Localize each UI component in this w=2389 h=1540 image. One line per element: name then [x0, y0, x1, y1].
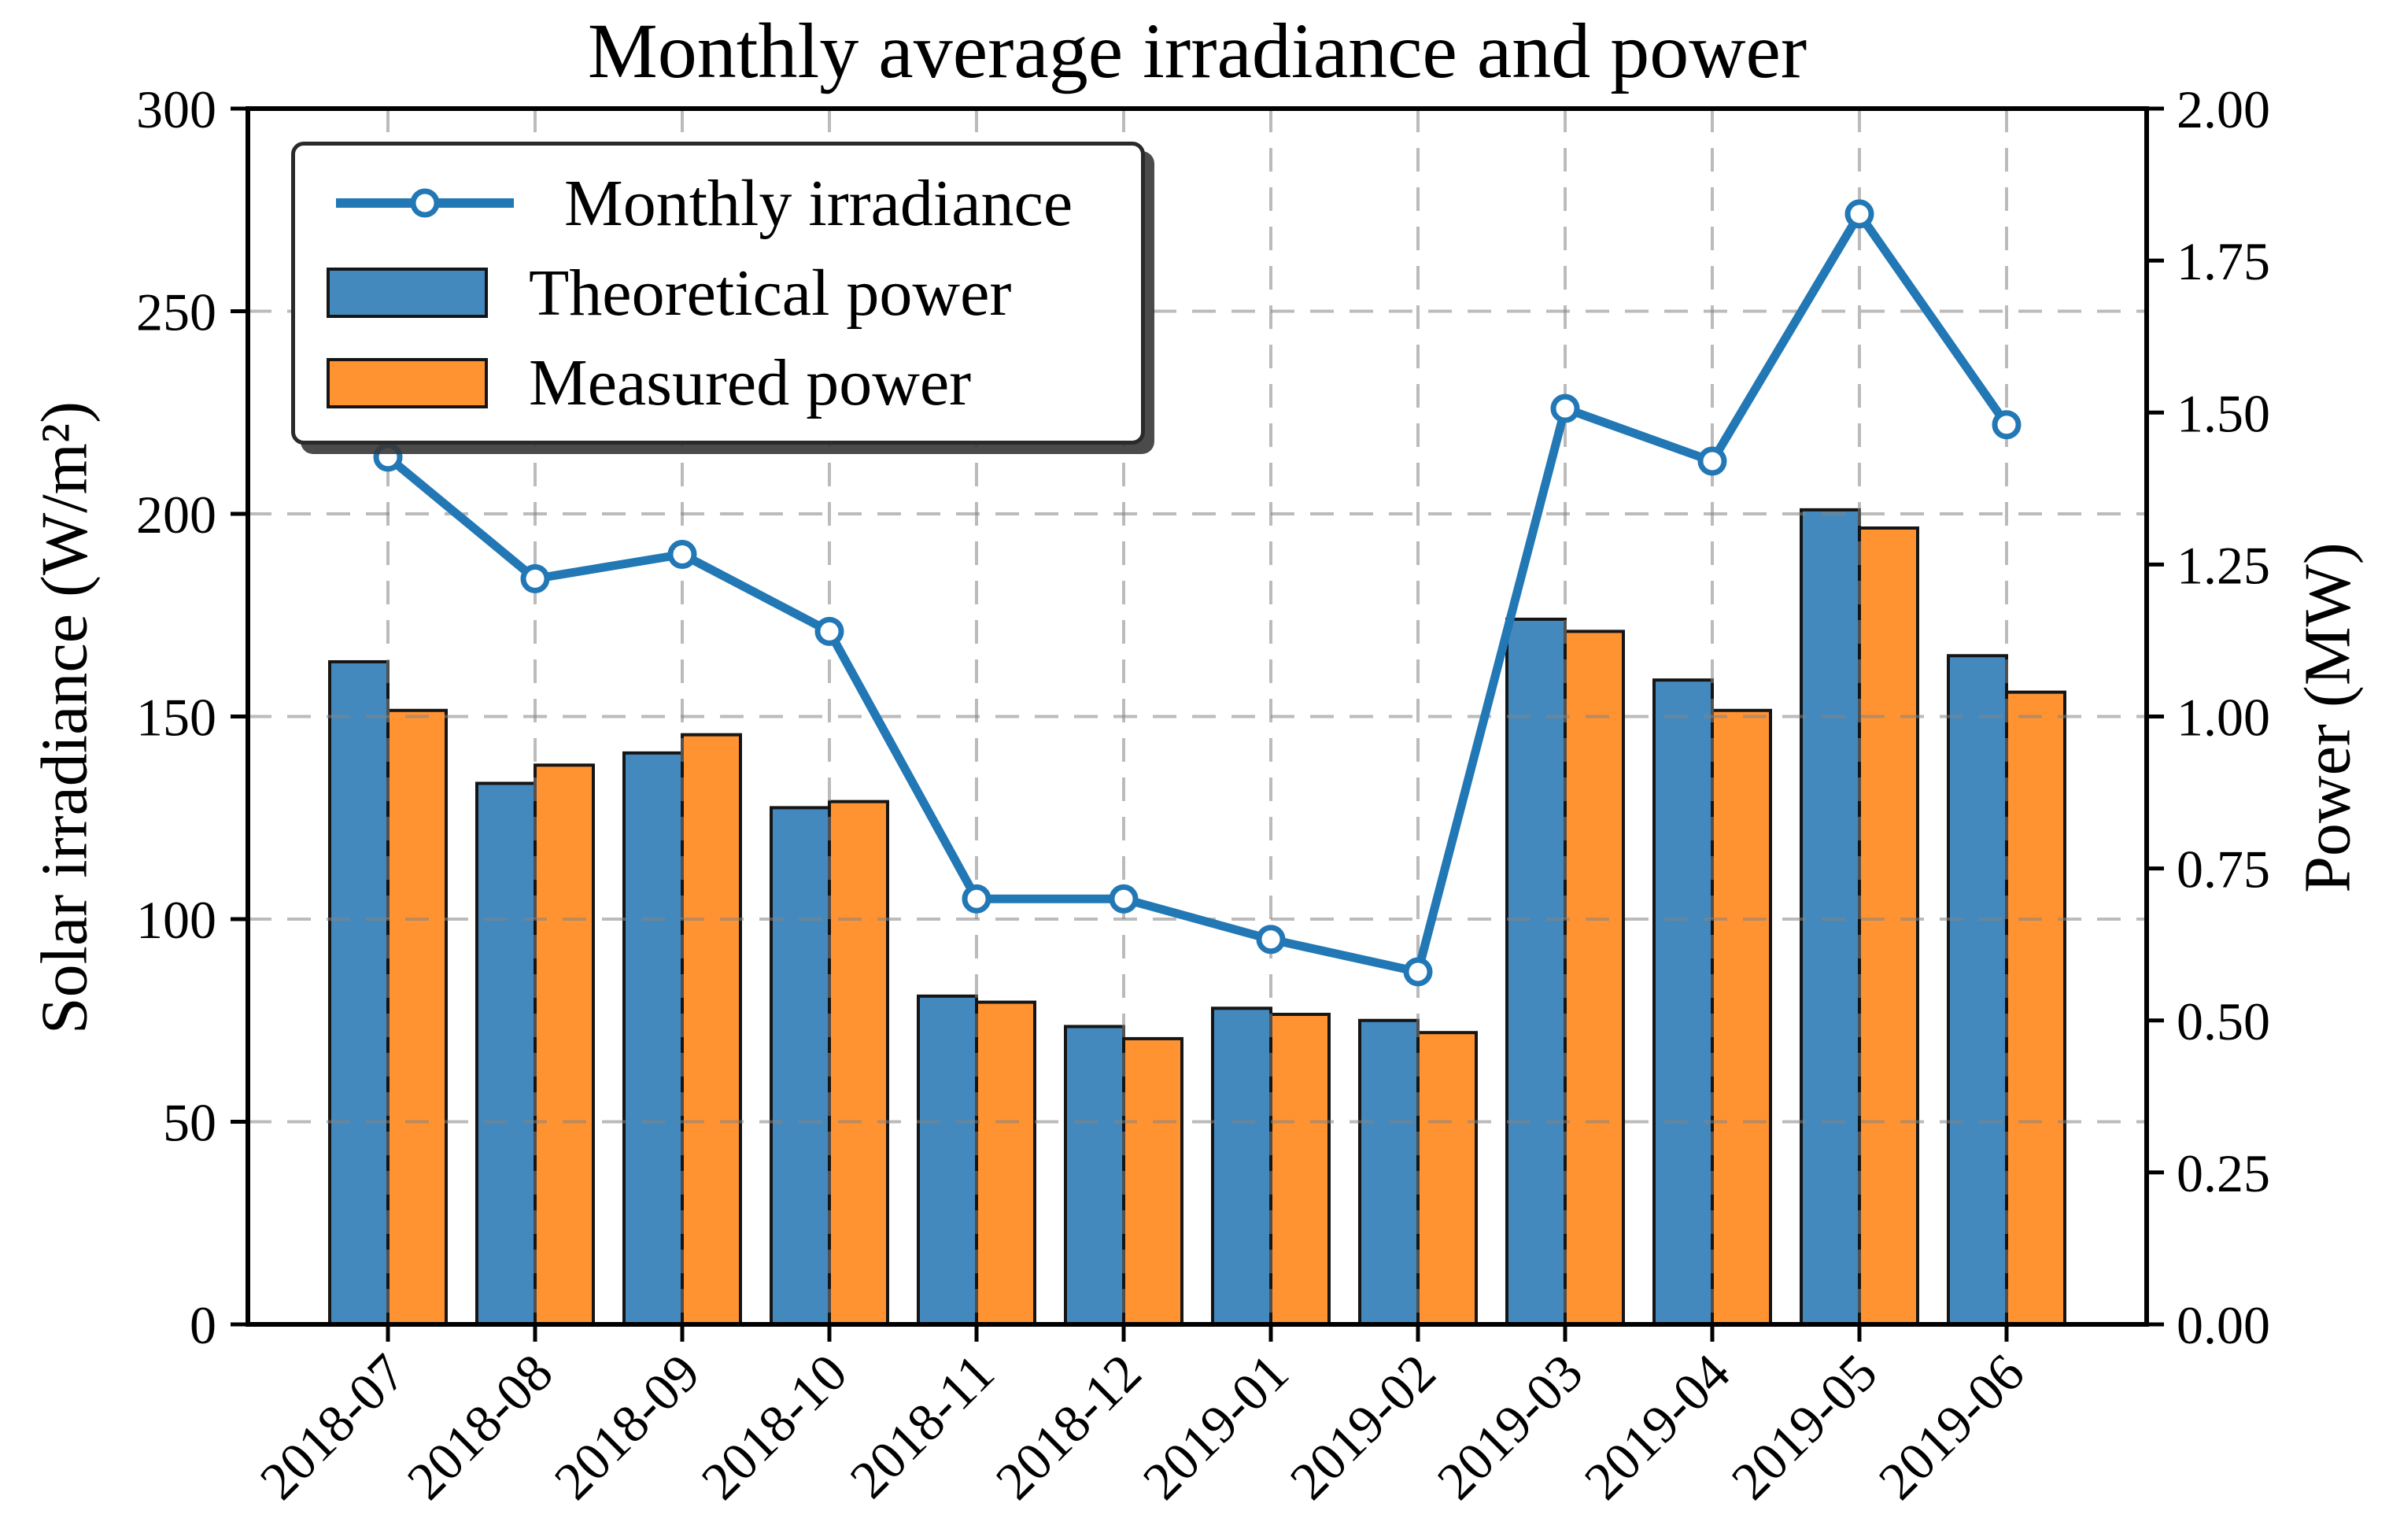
- theoretical-power-bar: [328, 659, 390, 1326]
- left-axis-tick-label: 250: [136, 283, 216, 342]
- left-axis-tick-label: 0: [190, 1295, 216, 1355]
- irradiance-line-layer: [373, 199, 2022, 987]
- line-marker: [1403, 957, 1433, 987]
- right-axis-tick-label: 0.00: [2177, 1295, 2270, 1355]
- theoretical-power-bar: [1358, 1018, 1420, 1326]
- legend-entry-irradiance: Monthly irradiance: [327, 159, 1117, 247]
- gridlines: [248, 109, 2147, 1324]
- line-marker: [667, 540, 697, 569]
- line-marker: [1256, 925, 1286, 955]
- measured-power-bar: [2005, 690, 2066, 1326]
- legend-entry-measured: Measured power: [327, 339, 1117, 427]
- line-marker: [373, 442, 403, 472]
- right-axis-tick-label: 0.25: [2177, 1143, 2270, 1203]
- x-tick-label: 2019-03: [1426, 1342, 1594, 1511]
- x-tick-label: 2018-07: [249, 1342, 417, 1511]
- right-axis-tick-label: 0.50: [2177, 992, 2270, 1051]
- theoretical-power-bar: [1505, 617, 1567, 1326]
- measured-power-bar: [1269, 1013, 1331, 1327]
- measured-power-bar: [1858, 526, 1919, 1326]
- x-tick-label: 2018-11: [838, 1342, 1005, 1509]
- left-axis-tick-label: 300: [136, 79, 216, 139]
- right-axis-tick-label: 1.00: [2177, 688, 2270, 748]
- measured-power-bar: [534, 763, 595, 1326]
- x-tick-label: 2019-02: [1279, 1342, 1447, 1511]
- chart-title: Monthly average irradiance and power: [587, 7, 1807, 94]
- measured-power-bar: [1711, 708, 1772, 1326]
- theoretical-power-bar: [1064, 1025, 1125, 1326]
- left-axis-label: Solar irradiance (W/m²): [28, 401, 102, 1035]
- x-tick-label: 2019-01: [1132, 1342, 1300, 1511]
- legend: Monthly irradiance Theoretical power Mea…: [291, 142, 1145, 445]
- line-marker: [814, 616, 844, 646]
- right-axis-tick-label: 1.50: [2177, 383, 2270, 443]
- right-axis-tick-label: 1.25: [2177, 535, 2270, 595]
- line-marker: [1844, 199, 1874, 229]
- legend-label-irradiance: Monthly irradiance: [564, 166, 1073, 240]
- line-marker: [1992, 410, 2022, 440]
- line-marker: [1697, 446, 1727, 476]
- measured-power-bar: [828, 800, 889, 1326]
- right-axis-tick-label: 0.75: [2177, 840, 2270, 899]
- line-marker: [520, 563, 550, 593]
- theoretical-power-swatch-icon: [327, 268, 488, 319]
- right-axis-tick-label: 2.00: [2177, 79, 2270, 139]
- left-axis-tick-label: 50: [163, 1093, 216, 1153]
- x-tick-label: 2018-12: [984, 1342, 1153, 1511]
- line-marker-swatch-icon: [336, 188, 514, 218]
- legend-label-measured: Measured power: [529, 346, 972, 420]
- measured-power-swatch-icon: [327, 357, 488, 408]
- line-marker: [962, 884, 991, 914]
- bars-layer: [328, 508, 2066, 1327]
- x-tick-label: 2018-08: [396, 1342, 564, 1511]
- left-axis-tick-label: 100: [136, 890, 216, 950]
- theoretical-power-bar: [1947, 654, 2008, 1326]
- right-axis-label: Power (MW): [2291, 542, 2365, 893]
- theoretical-power-bar: [475, 781, 537, 1326]
- legend-label-theoretical: Theoretical power: [529, 256, 1012, 330]
- measured-power-bar: [1122, 1036, 1183, 1327]
- theoretical-power-bar: [770, 806, 831, 1326]
- left-axis-tick-label: 200: [136, 485, 216, 545]
- measured-power-bar: [1564, 630, 1625, 1326]
- line-marker: [1550, 393, 1580, 423]
- line-marker: [1109, 884, 1139, 914]
- x-tick-label: 2018-10: [690, 1342, 858, 1511]
- theoretical-power-bar: [622, 751, 684, 1326]
- legend-entry-theoretical: Theoretical power: [327, 249, 1117, 337]
- measured-power-bar: [975, 1000, 1036, 1326]
- measured-power-bar: [681, 733, 742, 1326]
- theoretical-power-bar: [1211, 1006, 1272, 1327]
- measured-power-bar: [1416, 1031, 1478, 1326]
- theoretical-power-bar: [1652, 678, 1714, 1326]
- x-tick-label: 2018-09: [543, 1342, 711, 1511]
- x-tick-label: 2019-05: [1720, 1342, 1889, 1511]
- theoretical-power-bar: [917, 994, 978, 1326]
- x-tick-label: 2019-04: [1573, 1342, 1741, 1511]
- measured-power-bar: [386, 708, 448, 1326]
- left-axis-tick-label: 150: [136, 688, 216, 748]
- theoretical-power-bar: [1800, 508, 1861, 1326]
- x-tick-label: 2019-06: [1867, 1342, 2036, 1511]
- irradiance-line: [383, 209, 2011, 977]
- right-axis-tick-label: 1.75: [2177, 231, 2270, 291]
